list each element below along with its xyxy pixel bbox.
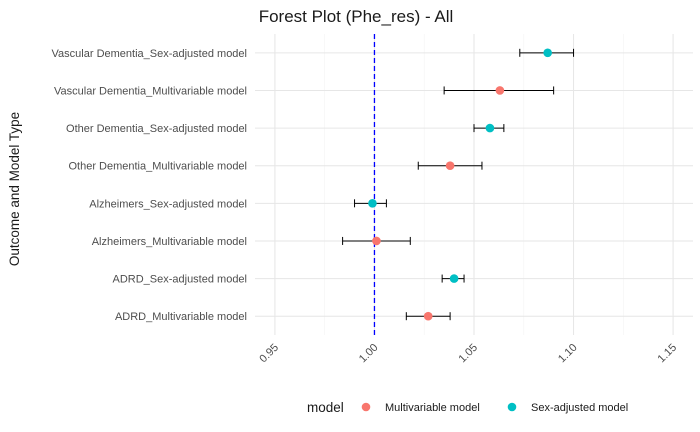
category-label: Vascular Dementia_Multivariable model bbox=[54, 85, 247, 97]
legend-label: Multivariable model bbox=[385, 402, 480, 414]
category-label: ADRD_Multivariable model bbox=[115, 311, 247, 323]
legend-title: model bbox=[307, 400, 344, 415]
legend-label: Sex-adjusted model bbox=[531, 402, 628, 414]
y-axis-label: Outcome and Model Type bbox=[7, 112, 22, 266]
estimate-point bbox=[423, 311, 433, 321]
category-label: ADRD_Sex-adjusted model bbox=[112, 274, 247, 286]
estimate-point bbox=[449, 274, 459, 283]
chart-title: Forest Plot (Phe_res) - All bbox=[259, 7, 454, 26]
category-label: Vascular Dementia_Sex-adjusted model bbox=[52, 48, 247, 60]
x-tick-label: 1.10 bbox=[556, 342, 580, 366]
legend: model Multivariable model Sex-adjusted mo… bbox=[307, 400, 628, 415]
category-label: Alzheimers_Sex-adjusted model bbox=[89, 198, 247, 210]
x-tick-label: 1.15 bbox=[656, 342, 680, 366]
estimate-point bbox=[372, 236, 381, 246]
estimate-point bbox=[543, 48, 552, 58]
estimate-point bbox=[485, 123, 495, 133]
x-tick-label: 1.05 bbox=[456, 342, 480, 366]
legend-key bbox=[361, 402, 371, 412]
x-tick-label: 1.00 bbox=[357, 342, 381, 366]
category-label: Other Dementia_Multivariable model bbox=[68, 161, 247, 173]
x-axis-ticks: 0.95 1.00 1.05 1.10 1.15 bbox=[257, 342, 679, 366]
estimate-point bbox=[495, 86, 505, 95]
estimate-point bbox=[445, 161, 455, 170]
category-label: Other Dementia_Sex-adjusted model bbox=[66, 123, 247, 135]
category-label: Alzheimers_Multivariable model bbox=[92, 236, 247, 248]
grid bbox=[255, 34, 693, 335]
x-tick-label: 0.95 bbox=[257, 342, 281, 366]
legend-key bbox=[507, 402, 517, 412]
estimate-point bbox=[368, 199, 377, 208]
forest-rows: Vascular Dementia_Sex-adjusted model Vasc… bbox=[52, 48, 575, 323]
